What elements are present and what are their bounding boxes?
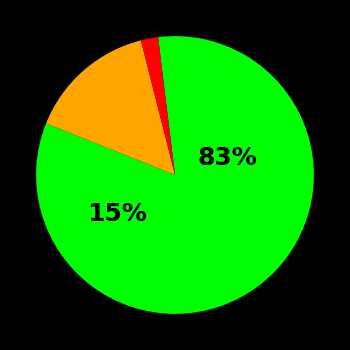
Text: 83%: 83%: [198, 146, 258, 170]
Wedge shape: [36, 36, 314, 314]
Wedge shape: [46, 40, 175, 175]
Wedge shape: [141, 37, 175, 175]
Text: 15%: 15%: [87, 202, 147, 226]
